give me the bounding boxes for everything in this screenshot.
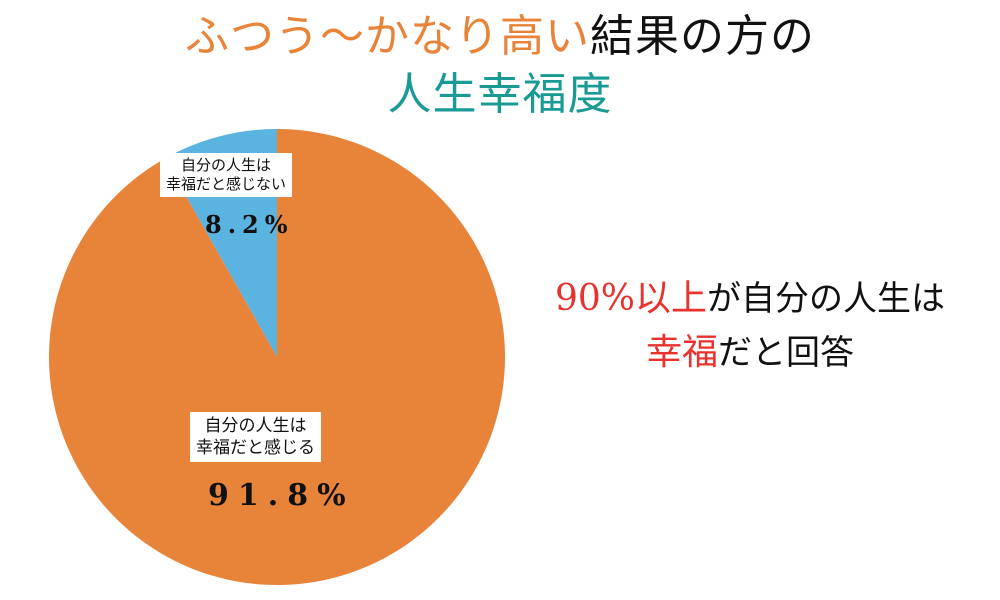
annotation-highlight-1: 90%以上 [554, 278, 708, 319]
chart-title-line1: ふつう〜かなり高い結果の方の [0, 12, 1000, 62]
slice-label-not-happy-line2: 幸福だと感じない [166, 175, 287, 193]
title-highlight: ふつう〜かなり高い [185, 11, 590, 62]
slice-value-happy: 91.8% [208, 478, 355, 513]
pie-slice-happy [48, 129, 506, 585]
annotation-line2: 幸福だと回答 [505, 330, 995, 376]
title-rest: 結果の方の [590, 11, 815, 62]
slice-label-not-happy-line1: 自分の人生は [181, 156, 272, 174]
slice-label-happy-line1: 自分の人生は [204, 416, 307, 436]
chart-title-line2: 人生幸福度 [387, 69, 613, 120]
annotation-line1: 90%以上が自分の人生は [505, 276, 995, 322]
slice-value-not-happy: 8.2% [205, 210, 294, 239]
annotation-text-1: が自分の人生は [707, 279, 946, 319]
slice-label-happy: 自分の人生は 幸福だと感じる [190, 412, 321, 462]
annotation-text-2: だと回答 [718, 333, 854, 373]
annotation-highlight-2: 幸福 [645, 332, 718, 373]
slice-label-not-happy: 自分の人生は 幸福だと感じない [160, 153, 293, 197]
slice-label-happy-line2: 幸福だと感じる [196, 438, 315, 458]
